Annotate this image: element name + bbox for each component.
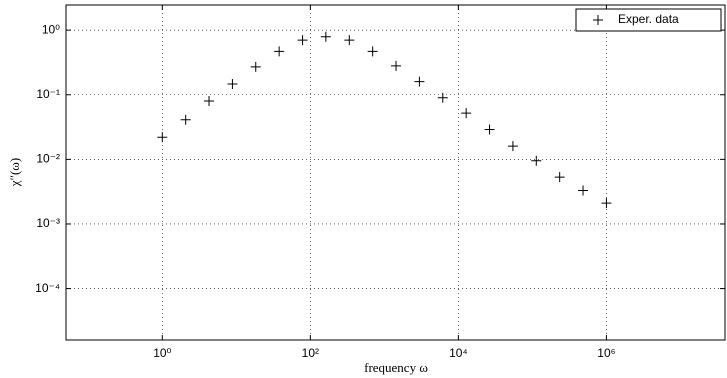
- data-point: [461, 108, 472, 119]
- data-point: [367, 46, 378, 57]
- data-point: [227, 78, 238, 89]
- y-axis-label: χ″(ω): [7, 158, 22, 187]
- y-tick-label: 10⁻²: [36, 152, 60, 166]
- y-tick-label: 10⁻¹: [36, 87, 60, 101]
- legend-label: Exper. data: [618, 12, 679, 26]
- data-point: [414, 76, 425, 87]
- data-point: [180, 114, 191, 125]
- legend-marker: [593, 15, 603, 25]
- data-point: [601, 198, 612, 209]
- data-point: [204, 96, 215, 107]
- data-point: [578, 185, 589, 196]
- data-point: [531, 155, 542, 166]
- plot-area: [65, 4, 726, 341]
- data-point: [554, 172, 565, 183]
- data-point: [507, 141, 518, 152]
- data-point: [274, 46, 285, 57]
- data-point: [484, 124, 495, 135]
- data-point: [344, 35, 355, 46]
- y-tick-label: 10⁻⁴: [35, 281, 60, 295]
- x-axis-label: frequency ω: [364, 360, 428, 375]
- data-point: [297, 35, 308, 46]
- x-tick-label: 10⁶: [597, 346, 615, 360]
- x-tick-label: 10²: [302, 346, 319, 360]
- x-tick-label: 10⁴: [449, 346, 468, 360]
- data-point: [157, 132, 168, 143]
- data-point: [250, 61, 261, 72]
- data-point: [320, 31, 331, 42]
- x-tick-label: 10⁰: [153, 346, 171, 360]
- y-tick-label: 10⁰: [42, 22, 60, 36]
- y-tick-label: 10⁻³: [36, 216, 60, 230]
- data-point: [391, 60, 402, 71]
- legend-box: [575, 8, 722, 32]
- data-point: [437, 92, 448, 103]
